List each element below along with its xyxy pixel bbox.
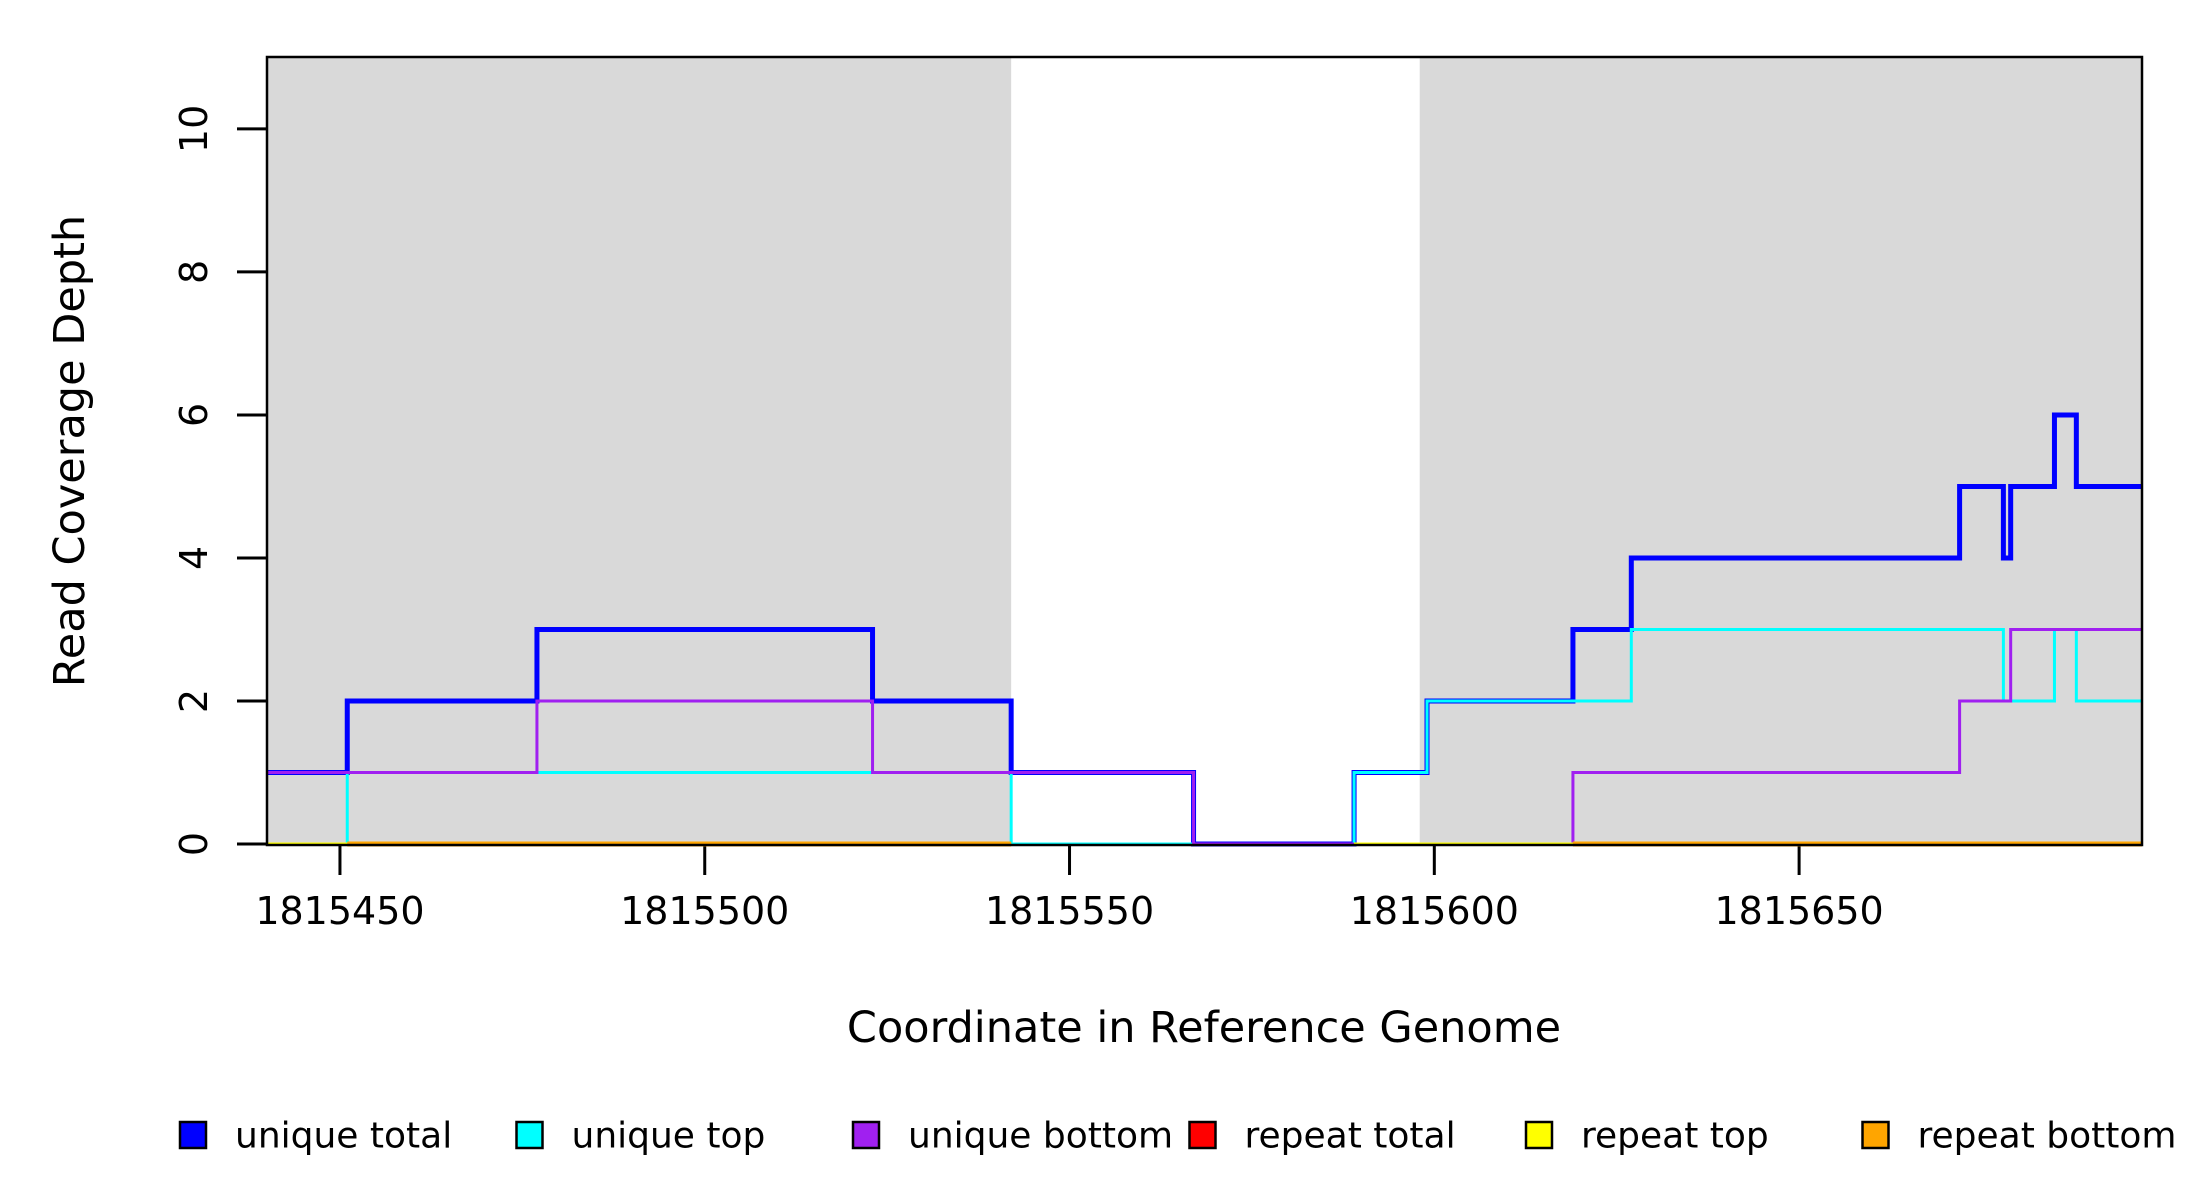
x-axis-tick-label: 1815500 <box>620 889 789 933</box>
legend-label: repeat top <box>1581 1116 1769 1157</box>
x-axis-tick-label: 1815600 <box>1350 889 1519 933</box>
x-axis-title: Coordinate in Reference Genome <box>847 1003 1561 1053</box>
legend-swatch-repeat-top <box>1524 1120 1554 1150</box>
repeat-region-right <box>1419 58 2142 845</box>
plot-frame <box>265 55 2144 847</box>
y-axis-tick-label: 0 <box>172 832 216 856</box>
legend-label: unique total <box>235 1116 452 1157</box>
y-axis-tick-label: 8 <box>172 260 216 284</box>
legend: unique total unique top unique bottom repea… <box>178 1116 2177 1157</box>
x-axis-tick-label: 1815650 <box>1714 889 1883 933</box>
x-axis-tick-label: 1815450 <box>255 889 424 933</box>
legend-swatch-repeat-total <box>1188 1120 1217 1150</box>
axes: 1815450 1815500 1815550 1815600 1815650 0 2 4 6 8… <box>172 105 1884 933</box>
legend-swatch-unique-bottom <box>851 1120 881 1150</box>
y-axis-tick-label: 10 <box>172 105 216 153</box>
legend-swatch-unique-total <box>178 1120 208 1150</box>
legend-label: repeat bottom <box>1918 1116 2177 1157</box>
repeat-region-left <box>267 58 1012 845</box>
repeat-background-regions <box>267 58 2142 845</box>
legend-label: unique bottom <box>908 1116 1173 1157</box>
legend-swatch-unique-top <box>515 1120 544 1150</box>
y-axis-tick-label: 6 <box>172 403 216 427</box>
x-axis-tick-label: 1815550 <box>985 889 1154 933</box>
y-axis-title: Read Coverage Depth <box>45 215 95 687</box>
y-axis-tick-label: 2 <box>172 689 216 713</box>
legend-label: unique top <box>572 1116 766 1157</box>
y-axis-tick-label: 4 <box>172 546 216 570</box>
legend-label: repeat total <box>1245 1116 1456 1157</box>
legend-swatch-repeat-bottom <box>1861 1120 1890 1150</box>
